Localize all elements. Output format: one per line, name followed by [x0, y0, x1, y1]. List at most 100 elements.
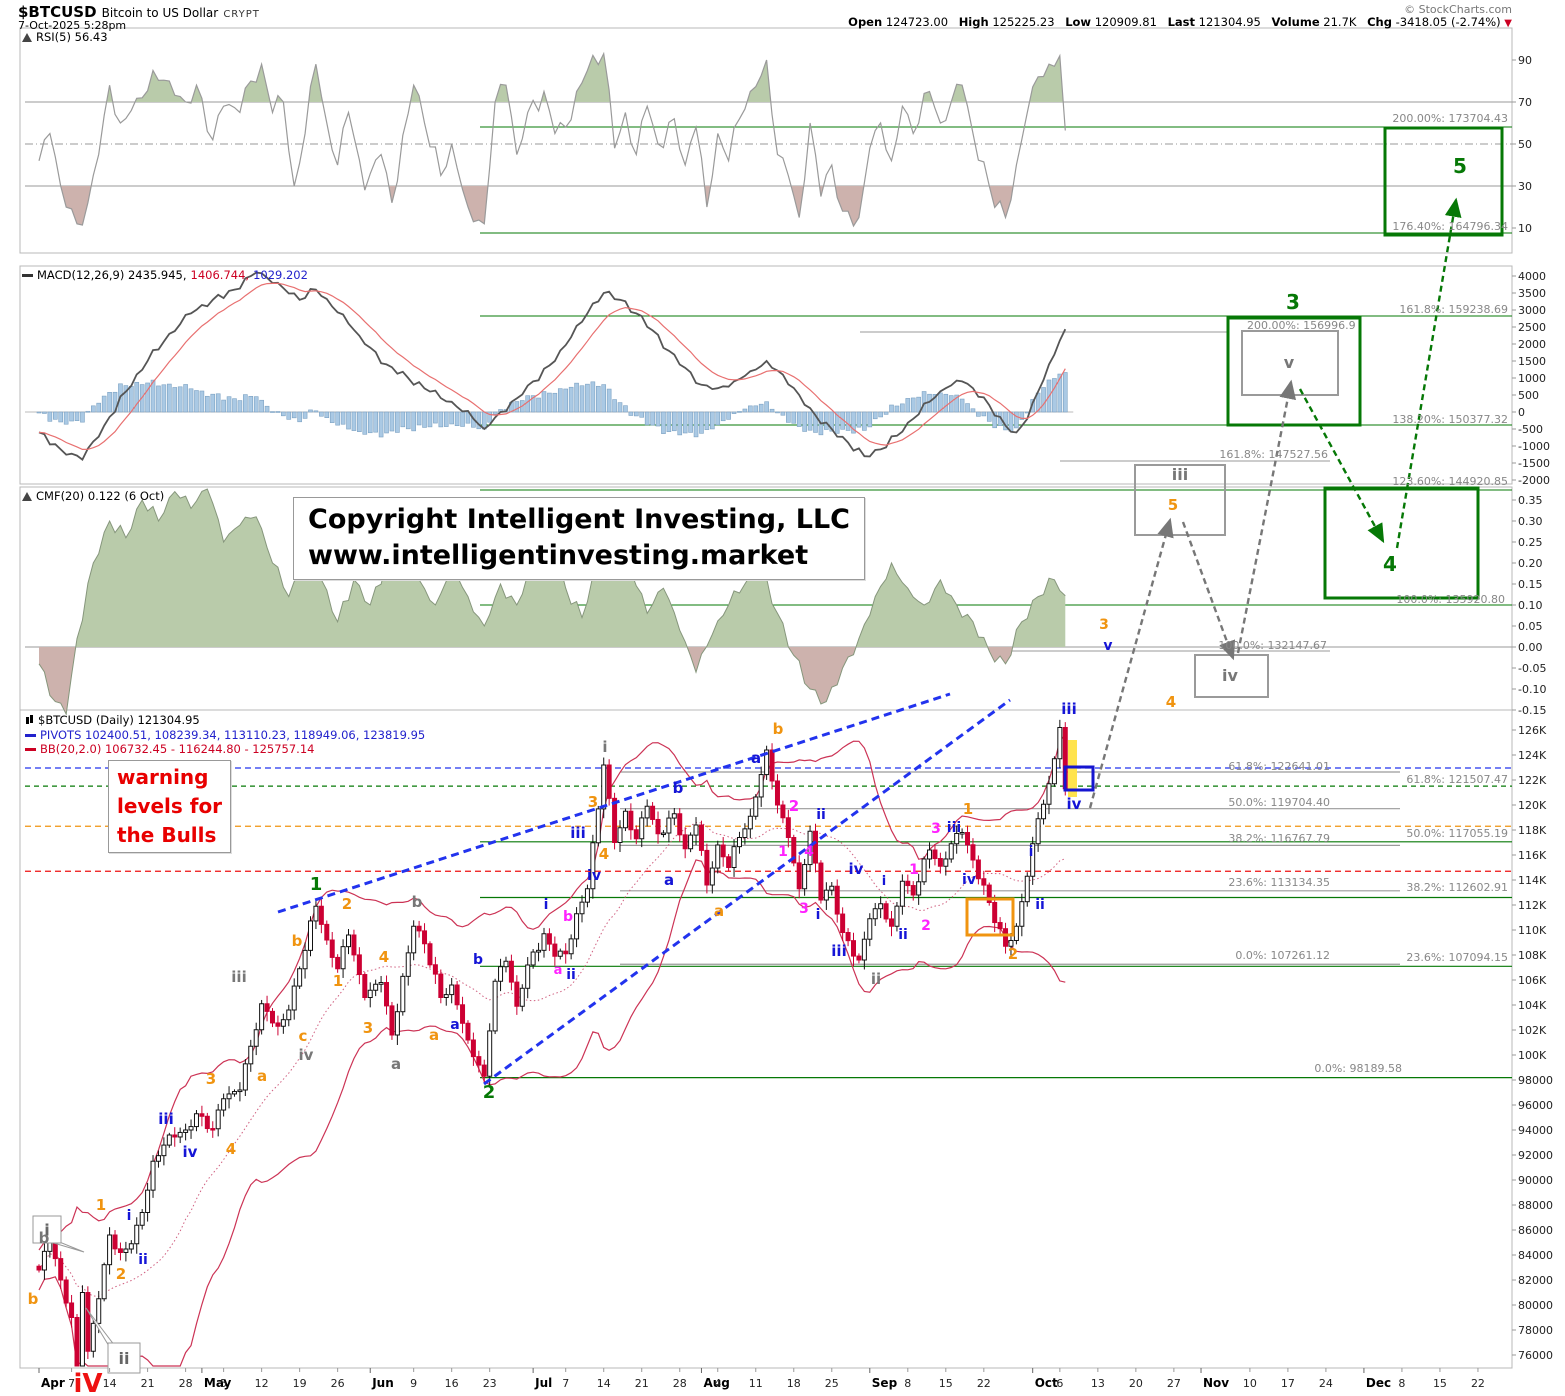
macd-panel: [19, 265, 1513, 485]
wave-label: 4: [804, 844, 814, 860]
week-label: 7: [562, 1377, 569, 1390]
wave-label: 1: [333, 972, 343, 990]
wave-label: 3: [931, 821, 941, 837]
chg-dropdown-icon[interactable]: ▼: [1504, 18, 1512, 29]
axis-tick-label: 80000: [1518, 1299, 1553, 1312]
chg-value: -3418.05 (-2.74%): [1395, 15, 1501, 29]
week-label: 27: [1167, 1377, 1181, 1390]
week-label: 15: [1433, 1377, 1447, 1390]
rsi-legend-label: RSI(5) 56.43: [36, 30, 108, 44]
wave-label: iii: [158, 1110, 173, 1128]
axis-tick-label: 90000: [1518, 1174, 1553, 1187]
wave-label: iV: [73, 1369, 102, 1396]
bb-upper: [38, 734, 1066, 1251]
axis-tick-label: -1000: [1518, 440, 1550, 453]
macd-line: [38, 271, 1067, 461]
wave-label: ii: [816, 807, 826, 823]
wave-label: b: [292, 932, 303, 950]
axis-tick-label: -0.10: [1518, 683, 1546, 696]
volume-label: Volume: [1271, 15, 1320, 29]
wave-label: a: [554, 963, 563, 978]
wave-label: 1: [963, 800, 973, 818]
wave-label: v: [1284, 353, 1295, 372]
low-label: Low: [1065, 15, 1092, 29]
fib-level-label: 61.8%: 122641.01: [1228, 760, 1330, 773]
wave-label: b: [412, 893, 423, 911]
wave-label: ii: [871, 970, 881, 988]
axis-tick-label: 118K: [1518, 824, 1547, 837]
week-label: 13: [1091, 1377, 1105, 1390]
axis-tick-label: 0.00: [1518, 641, 1543, 654]
fib-level-label: 100.0%: 135920.80: [1396, 593, 1505, 606]
axis-tick-label: 76000: [1518, 1349, 1553, 1362]
wave-label: a: [391, 1055, 401, 1073]
high-value: 125225.23: [992, 15, 1055, 29]
axis-tick-label: 4000: [1518, 270, 1546, 283]
wave-label: i: [602, 738, 607, 756]
wave-label: 1: [96, 1196, 106, 1214]
axis-tick-label: 78000: [1518, 1324, 1553, 1337]
wave-label: 1: [310, 874, 323, 895]
wave-label: b: [28, 1290, 39, 1308]
wave-label: 3: [799, 901, 809, 917]
wave-label: iii: [831, 942, 846, 960]
projection-arrow: [1395, 197, 1462, 549]
indicator-icon: [22, 32, 32, 42]
wave-label: i: [1029, 844, 1034, 860]
wave-label: iii: [1061, 700, 1076, 718]
axis-tick-label: 84000: [1518, 1249, 1553, 1262]
annotation-box: [1226, 316, 1362, 427]
wave-label: b: [563, 909, 573, 925]
wave-label: 3: [363, 1019, 373, 1037]
last-label: Last: [1167, 15, 1196, 29]
low-value: 120909.81: [1094, 15, 1157, 29]
bb-label: BB(20,2.0) 106732.45 - 116244.80 - 12575…: [40, 742, 315, 756]
week-label: 15: [939, 1377, 953, 1390]
macd-legend-label: MACD(12,26,9) 2435.945,: [37, 268, 187, 282]
axis-tick-label: 82000: [1518, 1274, 1553, 1287]
week-label: 28: [179, 1377, 193, 1390]
chart-datetime: 7-Oct-2025 5:28pm: [18, 19, 127, 32]
axis-tick-label: 114K: [1518, 874, 1547, 887]
fib-level-label: 23.6%: 113134.35: [1228, 876, 1330, 889]
volume-value: 21.7K: [1323, 15, 1357, 29]
axis-tick-label: 0.10: [1518, 599, 1543, 612]
wave-label: i: [544, 897, 549, 913]
week-label: 4: [714, 1377, 721, 1390]
fib-level-label: 38.2%: 116767.79: [1228, 832, 1330, 845]
wave-label: i: [127, 1208, 132, 1224]
annotation-box: [1383, 126, 1504, 237]
axis-tick-label: 100K: [1518, 1049, 1547, 1062]
week-label: 14: [103, 1377, 117, 1390]
wave-label: 4: [1383, 552, 1397, 576]
wave-label: 4: [226, 1140, 236, 1158]
price-title: $BTCUSD (Daily) 121304.95: [38, 713, 200, 727]
exchange-label: CRYPT: [223, 9, 260, 20]
axis-tick-label: 122K: [1518, 774, 1547, 787]
annotation-box: [1323, 486, 1480, 600]
wave-label: 2: [921, 918, 931, 934]
pivots-label: PIVOTS 102400.51, 108239.34, 113110.23, …: [40, 728, 426, 742]
open-value: 124723.00: [885, 15, 949, 29]
week-label: 21: [141, 1377, 155, 1390]
chart-header: $BTCUSD Bitcoin to US Dollar CRYPT: [18, 2, 260, 21]
wave-label: 2: [789, 797, 799, 815]
wave-label: iv: [1067, 795, 1082, 813]
price-panel: [19, 709, 1513, 1369]
axis-tick-label: 98000: [1518, 1074, 1553, 1087]
week-label: 11: [749, 1377, 763, 1390]
pivots-legend: PIVOTS 102400.51, 108239.34, 113110.23, …: [25, 728, 425, 742]
wave-label: iii: [231, 968, 246, 986]
week-label: 22: [1471, 1377, 1485, 1390]
wave-label: 3: [1286, 290, 1300, 314]
line-icon: [25, 747, 36, 751]
week-label: 12: [255, 1377, 269, 1390]
axis-tick-label: 3500: [1518, 287, 1546, 300]
price-legend: $BTCUSD (Daily) 121304.95: [25, 713, 200, 727]
projection-arrow: [1181, 521, 1236, 661]
week-label: 19: [293, 1377, 307, 1390]
axis-tick-label: 106K: [1518, 974, 1547, 987]
warning-note: warning levels for the Bulls: [108, 760, 232, 853]
axis-tick-label: 88000: [1518, 1199, 1553, 1212]
